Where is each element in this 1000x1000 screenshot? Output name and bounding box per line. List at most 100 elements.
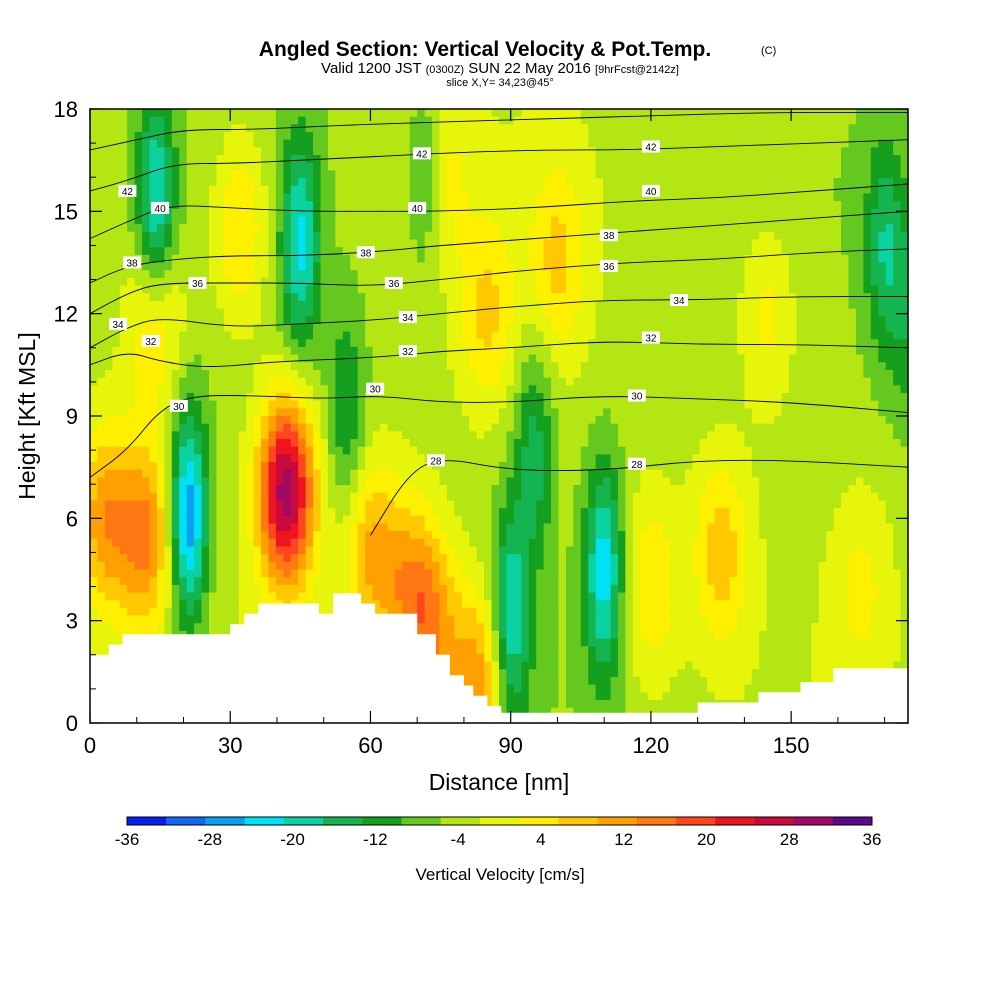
heatmap-cell [424, 400, 433, 409]
heatmap-cell [201, 615, 210, 624]
heatmap-cell [97, 139, 106, 148]
heatmap-cell [335, 331, 344, 340]
heatmap-cell [275, 331, 284, 340]
heatmap-cell [342, 431, 351, 440]
heatmap-cell [104, 515, 113, 525]
heatmap-cell [439, 216, 448, 225]
heatmap-cell [327, 170, 336, 179]
heatmap-cell [543, 231, 552, 241]
heatmap-cell [97, 630, 106, 640]
heatmap-cell [536, 469, 545, 478]
heatmap-cell [394, 554, 403, 563]
heatmap-cell [142, 561, 151, 571]
heatmap-cell [380, 500, 389, 509]
heatmap-cell [506, 600, 515, 609]
heatmap-cell [179, 239, 188, 248]
heatmap-cell [171, 369, 180, 379]
heatmap-cell [454, 469, 463, 478]
heatmap-cell [275, 431, 284, 440]
heatmap-cell [417, 362, 426, 371]
heatmap-cell [208, 331, 218, 340]
heatmap-cell [112, 300, 121, 310]
heatmap-cell [543, 285, 552, 294]
heatmap-cell [528, 170, 537, 179]
heatmap-cell [357, 500, 366, 509]
heatmap-cell [491, 392, 500, 402]
heatmap-cell [357, 285, 366, 294]
heatmap-cell [261, 469, 270, 478]
heatmap-cell [417, 615, 426, 624]
heatmap-cell [179, 124, 188, 133]
heatmap-cell [424, 193, 433, 202]
heatmap-cell [365, 477, 374, 486]
heatmap-cell [476, 247, 485, 256]
heatmap-cell [528, 692, 537, 701]
heatmap-cell [432, 492, 441, 502]
heatmap-cell [543, 208, 552, 218]
heatmap-cell [476, 515, 485, 525]
heatmap-cell [90, 369, 99, 379]
heatmap-cell [127, 178, 136, 187]
heatmap-cell [380, 454, 389, 463]
heatmap-cell [357, 469, 366, 478]
heatmap-cell [119, 201, 128, 210]
heatmap-cell [394, 462, 403, 471]
heatmap-cell [469, 485, 478, 494]
heatmap-cell [484, 676, 493, 686]
heatmap-cell [268, 224, 277, 233]
heatmap-cell [142, 546, 151, 555]
heatmap-cell [536, 446, 545, 455]
heatmap-cell [290, 231, 299, 241]
heatmap-cell [90, 584, 99, 594]
heatmap-cell [439, 293, 448, 302]
heatmap-cell [320, 262, 329, 271]
heatmap-cell [238, 538, 247, 548]
heatmap-cell [275, 116, 284, 125]
heatmap-cell [365, 431, 374, 440]
heatmap-cell [290, 416, 299, 425]
heatmap-cell [387, 592, 396, 601]
heatmap-cell [208, 308, 218, 317]
heatmap-cell [461, 208, 470, 218]
heatmap-cell [335, 392, 344, 402]
heatmap-cell [387, 216, 396, 225]
heatmap-cell [380, 369, 389, 379]
heatmap-cell [543, 308, 552, 317]
heatmap-cell [461, 439, 470, 448]
heatmap-cell [246, 216, 255, 225]
forecast-info: [9hrFcst@2142z] [595, 64, 679, 76]
heatmap-cell [97, 346, 106, 356]
heatmap-cell [484, 699, 493, 709]
heatmap-cell [417, 178, 426, 187]
heatmap-cell [283, 339, 292, 348]
heatmap-cell [454, 193, 463, 202]
heatmap-cell [194, 477, 203, 486]
heatmap-cell [223, 561, 232, 571]
heatmap-cell [134, 270, 143, 279]
heatmap-cell [186, 262, 195, 271]
valid-date: SUN 22 May 2016 [468, 60, 591, 77]
heatmap-cell [528, 684, 537, 693]
heatmap-cell [186, 369, 195, 379]
heatmap-cell [313, 592, 322, 601]
heatmap-cell [469, 577, 478, 586]
heatmap-cell [499, 270, 508, 279]
heatmap-cell [208, 208, 218, 218]
heatmap-cell [446, 124, 455, 133]
heatmap-cell [484, 684, 493, 693]
heatmap-cell [112, 109, 121, 118]
heatmap-cell [313, 538, 322, 548]
heatmap-cell [461, 254, 470, 264]
heatmap-cell [127, 523, 136, 532]
heatmap-cell [194, 416, 203, 425]
heatmap-cell [417, 538, 426, 548]
heatmap-cell [305, 124, 314, 133]
heatmap-cell [208, 538, 218, 548]
heatmap-cell [268, 500, 277, 509]
heatmap-cell [283, 247, 292, 256]
heatmap-cell [424, 247, 433, 256]
heatmap-cell [127, 377, 136, 386]
heatmap-cell [90, 293, 99, 302]
heatmap-cell [179, 308, 188, 317]
heatmap-cell [208, 339, 218, 348]
